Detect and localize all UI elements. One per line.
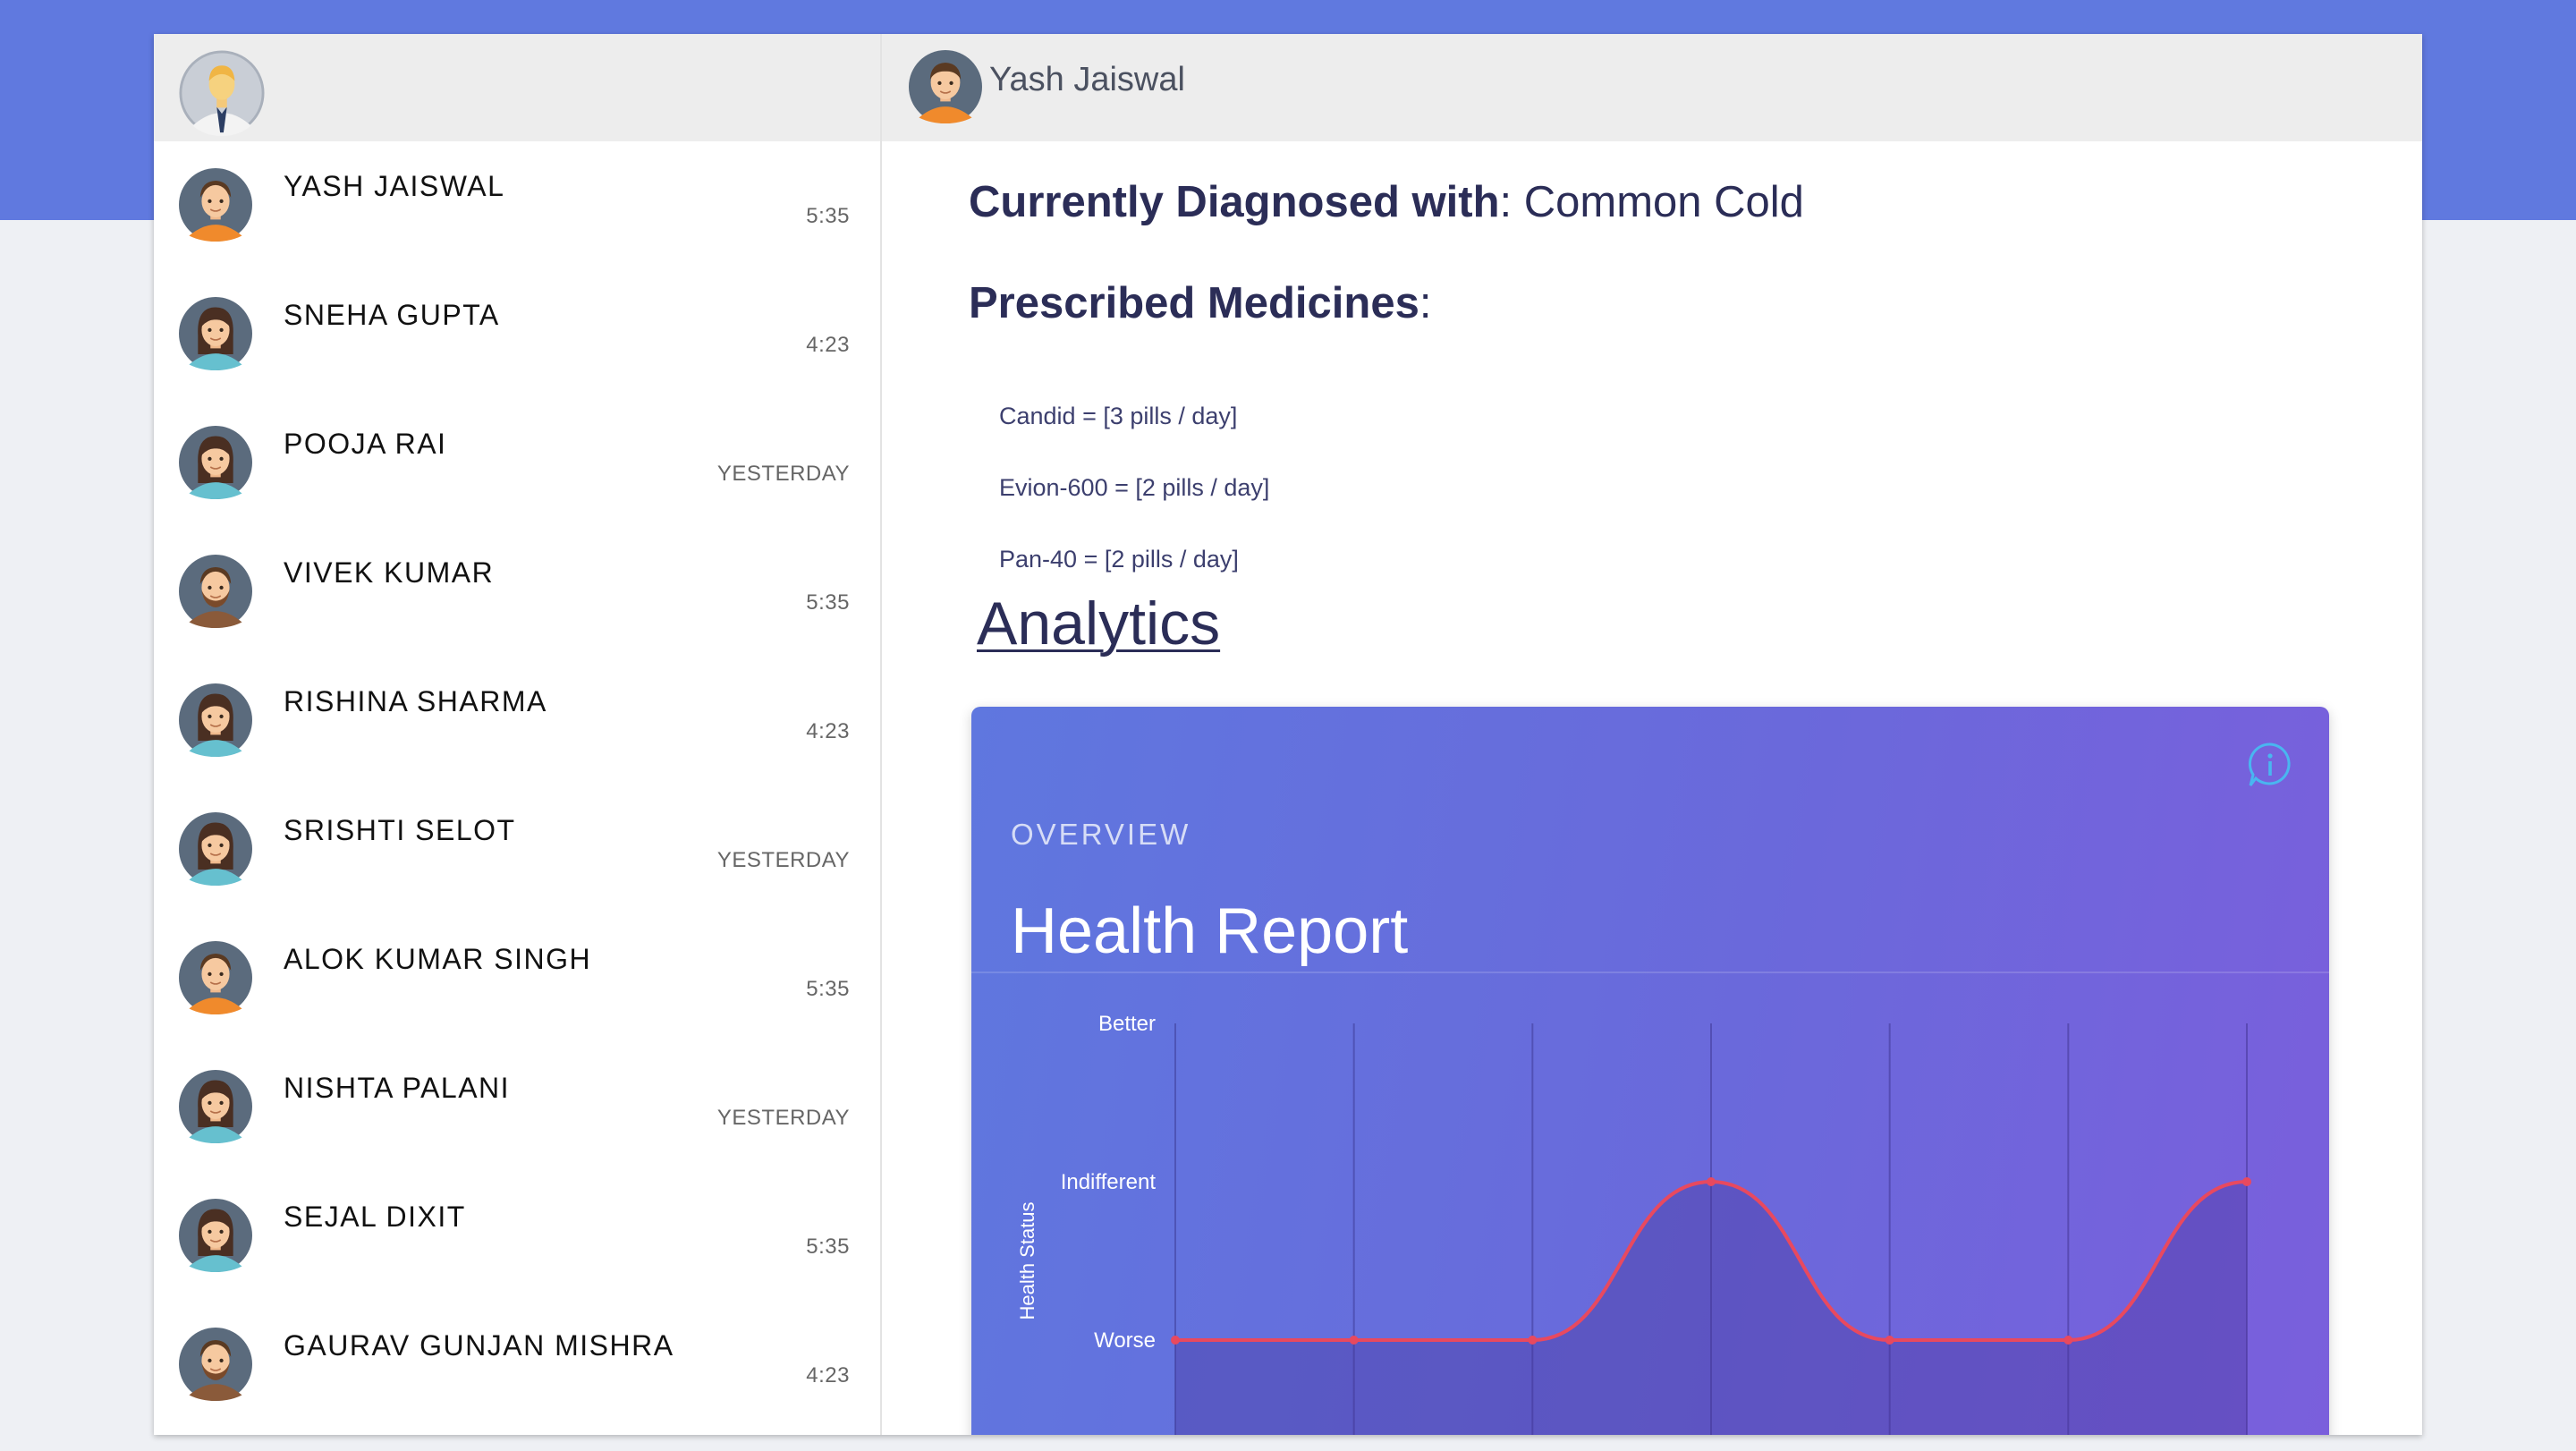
contact-time: YESTERDAY: [716, 1106, 850, 1130]
contact-item[interactable]: ALOK KUMAR SINGH 5:35: [154, 914, 880, 1043]
main-panel: Yash Jaiswal Currently Diagnosed with: C…: [882, 34, 2422, 1435]
contact-avatar: [179, 812, 252, 886]
contact-avatar: [179, 1199, 252, 1272]
chat-header: Yash Jaiswal: [882, 34, 2422, 141]
y-tick-label: Worse: [1094, 1328, 1156, 1353]
series-area: [1175, 1182, 2247, 1435]
contact-avatar: [179, 1328, 252, 1401]
health-report-card: OVERVIEW Health Report Worse Indifferent B…: [971, 707, 2329, 1435]
contact-name: ALOK KUMAR SINGH: [284, 943, 592, 975]
diagnosis-value: Common Cold: [1512, 178, 1804, 226]
patient-avatar[interactable]: [909, 50, 982, 123]
contact-time: YESTERDAY: [716, 848, 850, 872]
data-point: [1885, 1336, 1894, 1345]
contact-name: GAURAV GUNJAN MISHRA: [284, 1329, 674, 1362]
contact-avatar: [179, 297, 252, 370]
contact-item[interactable]: VIVEK KUMAR 5:35: [154, 528, 880, 657]
medicine-item: Evion-600 = [2 pills / day]: [999, 474, 1270, 501]
contact-name: NISHTA PALANI: [284, 1072, 511, 1104]
contact-item[interactable]: POOJA RAI YESTERDAY: [154, 399, 880, 528]
info-icon[interactable]: [2245, 739, 2295, 789]
diagnosis-line: Currently Diagnosed with: Common Cold: [969, 177, 1804, 227]
data-point: [2063, 1336, 2073, 1345]
medicine-item: Pan-40 = [2 pills / day]: [999, 546, 1239, 573]
card-title: Health Report: [1011, 895, 1409, 967]
contact-avatar: [179, 555, 252, 628]
prescribed-separator: :: [1419, 279, 1432, 327]
contact-avatar: [179, 426, 252, 499]
diagnosis-label: Currently Diagnosed with: [969, 178, 1500, 226]
contact-item[interactable]: SEJAL DIXIT 5:35: [154, 1172, 880, 1301]
data-point: [2242, 1177, 2251, 1186]
analytics-link[interactable]: Analytics: [977, 590, 1221, 658]
sidebar-header: [154, 34, 880, 141]
contact-list: YASH JAISWAL 5:35 SNEHA GUPTA 4:23 POOJA…: [154, 141, 880, 1430]
y-tick-label: Indifferent: [1061, 1170, 1157, 1194]
contact-avatar: [179, 683, 252, 757]
contact-avatar: [179, 1070, 252, 1143]
sidebar: YASH JAISWAL 5:35 SNEHA GUPTA 4:23 POOJA…: [154, 34, 882, 1435]
contact-avatar: [179, 168, 252, 242]
contact-time: 5:35: [806, 204, 850, 228]
contact-time: YESTERDAY: [716, 462, 850, 486]
data-point: [1349, 1336, 1359, 1345]
contact-item[interactable]: SNEHA GUPTA 4:23: [154, 270, 880, 399]
contact-name: SRISHTI SELOT: [284, 814, 516, 846]
card-divider: [971, 972, 2329, 973]
contact-item[interactable]: GAURAV GUNJAN MISHRA 4:23: [154, 1301, 880, 1430]
contact-item[interactable]: SRISHTI SELOT YESTERDAY: [154, 785, 880, 914]
contact-item[interactable]: NISHTA PALANI YESTERDAY: [154, 1043, 880, 1172]
contact-name: RISHINA SHARMA: [284, 685, 547, 717]
diagnosis-separator: :: [1499, 178, 1513, 226]
contact-name: YASH JAISWAL: [284, 170, 505, 202]
contact-time: 4:23: [806, 333, 850, 357]
series-line: [1175, 1179, 2248, 1342]
contact-time: 5:35: [806, 590, 850, 615]
contact-name: POOJA RAI: [284, 428, 447, 460]
contact-item[interactable]: YASH JAISWAL 5:35: [154, 141, 880, 270]
contact-time: 5:35: [806, 1235, 850, 1259]
data-point: [1528, 1336, 1538, 1345]
contact-name: VIVEK KUMAR: [284, 556, 495, 589]
contact-time: 5:35: [806, 977, 850, 1001]
chat-header-name: Yash Jaiswal: [989, 61, 1185, 98]
y-tick-label: Better: [1098, 1012, 1156, 1036]
contact-time: 4:23: [806, 1363, 850, 1387]
medicine-item: Candid = [3 pills / day]: [999, 403, 1238, 429]
prescribed-medicines-heading: Prescribed Medicines:: [969, 278, 1431, 328]
my-profile-avatar[interactable]: [179, 50, 265, 136]
contact-time: 4:23: [806, 719, 850, 743]
data-point: [1171, 1336, 1180, 1345]
contact-item[interactable]: RISHINA SHARMA 4:23: [154, 657, 880, 785]
prescribed-label: Prescribed Medicines: [969, 279, 1419, 327]
y-axis-title: Health Status: [1016, 1201, 1038, 1319]
contact-name: SNEHA GUPTA: [284, 299, 500, 331]
data-point: [1707, 1177, 1716, 1186]
app-window: YASH JAISWAL 5:35 SNEHA GUPTA 4:23 POOJA…: [154, 34, 2422, 1435]
contact-name: SEJAL DIXIT: [284, 1201, 466, 1233]
health-chart: Worse Indifferent Better Health Status: [1016, 1012, 2251, 1435]
contact-avatar: [179, 941, 252, 1014]
card-overline: OVERVIEW: [1011, 818, 1191, 851]
